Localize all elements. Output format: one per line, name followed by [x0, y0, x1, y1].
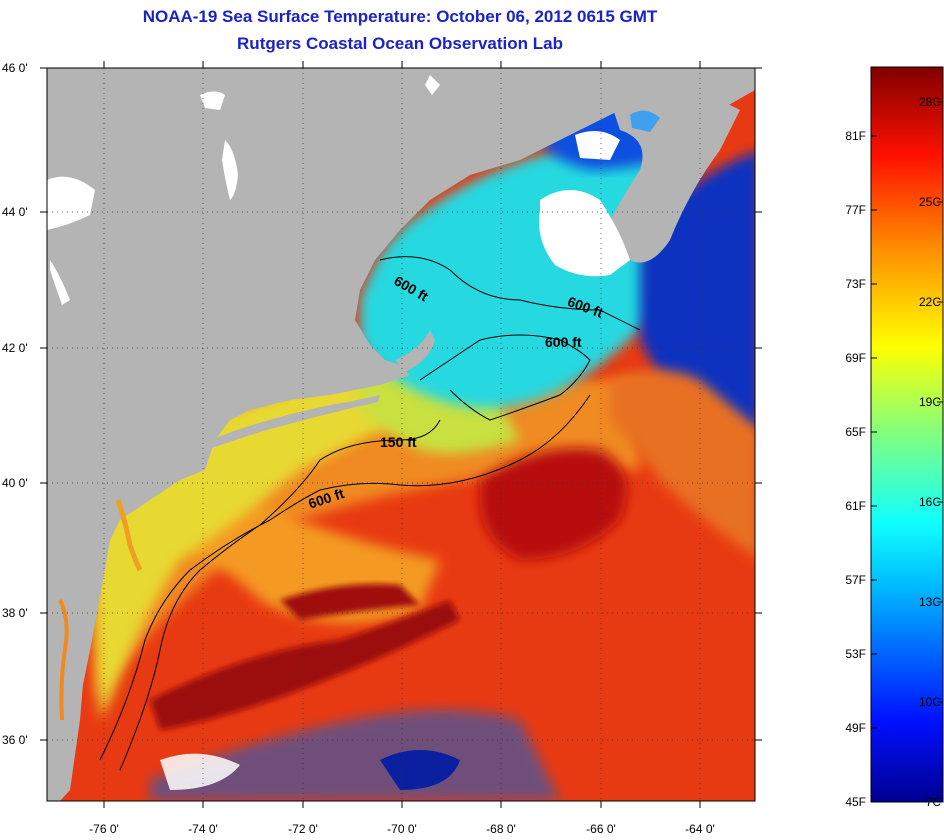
lon-label-76: -76 0' — [89, 822, 119, 836]
graticule — [47, 68, 755, 801]
colorbar-ticks — [871, 101, 943, 729]
finger-lakes — [50, 260, 70, 305]
lat-label-36: 36 0' — [2, 733, 28, 747]
contour-label-600ft-georges: 600 ft — [545, 334, 582, 350]
lat-label-38: 38 0' — [2, 606, 28, 620]
land-long-island — [210, 395, 380, 448]
colorbar-label-28c: 28C — [919, 95, 941, 109]
lat-label-40: 40 0' — [2, 476, 28, 490]
lat-label-42: 42 0' — [2, 341, 28, 355]
colorbar-label-77f: 77F — [845, 203, 866, 217]
gulf-stream-streak-2 — [280, 584, 420, 620]
lake-1 — [200, 91, 225, 110]
land-north-america — [47, 68, 755, 801]
lon-label-66: -66 0' — [586, 822, 616, 836]
axis-ticks — [40, 61, 762, 808]
contour-label-150ft: 150 ft — [380, 434, 417, 450]
dark-blue-patch — [380, 750, 460, 790]
chesapeake-bay — [58, 599, 69, 721]
land-cape-cod — [395, 330, 435, 372]
lat-label-46: 46 0' — [2, 61, 28, 75]
colorbar-label-53f: 53F — [845, 647, 866, 661]
lon-label-68: -68 0' — [486, 822, 516, 836]
gulf-stream-streak — [150, 600, 460, 730]
sst-image — [47, 68, 755, 801]
map-frame — [46, 67, 756, 802]
colorbar-label-10c: 10C — [919, 695, 941, 709]
warm-core-ring — [480, 448, 627, 560]
colorbar-label-13c: 13C — [919, 595, 941, 609]
colorbar-label-25c: 25C — [919, 195, 941, 209]
colorbar-label-16c: 16C — [919, 495, 941, 509]
colorbar-label-7c: 7C — [926, 795, 942, 809]
cloud-gulf-of-maine — [539, 190, 630, 277]
lat-label-44: 44 0' — [2, 205, 28, 219]
colorbar-label-81f: 81F — [845, 129, 866, 143]
lon-label-74: -74 0' — [188, 822, 218, 836]
lake-ontario — [47, 176, 95, 230]
mixed-water — [610, 370, 755, 557]
cyan-patch-fundy — [630, 110, 660, 132]
contour-150ft — [119, 419, 441, 771]
colorbar-label-69f: 69F — [845, 351, 866, 365]
lon-label-70: -70 0' — [387, 822, 417, 836]
lon-label-72: -72 0' — [288, 822, 318, 836]
colorbar-label-45f: 45F — [845, 795, 866, 809]
cloud-bay-of-fundy — [575, 131, 620, 160]
land-nova-scotia — [600, 86, 740, 263]
southern-cold-patches — [150, 710, 560, 801]
colorbar-label-19c: 19C — [919, 395, 941, 409]
southern-cloud — [160, 753, 240, 790]
contour-600ft-gom-1 — [379, 256, 641, 331]
lon-label-64: -64 0' — [685, 822, 715, 836]
colorbar-label-22c: 22C — [919, 295, 941, 309]
contour-600ft-georges — [419, 334, 591, 421]
cloud-maine — [425, 75, 440, 95]
colorbar-label-57f: 57F — [845, 573, 866, 587]
colorbar-label-65f: 65F — [845, 425, 866, 439]
colorbar — [870, 66, 944, 803]
colorbar-label-61f: 61F — [845, 499, 866, 513]
bathymetry-contours — [99, 256, 641, 771]
colorbar-label-73f: 73F — [845, 277, 866, 291]
map-subtitle: Rutgers Coastal Ocean Observation Lab — [237, 34, 563, 53]
colorbar-label-49f: 49F — [845, 721, 866, 735]
lake-champlain — [222, 140, 238, 200]
contour-600ft-shelf — [99, 394, 591, 761]
map-title: NOAA-19 Sea Surface Temperature: October… — [142, 7, 658, 26]
delaware-bay — [115, 499, 143, 572]
